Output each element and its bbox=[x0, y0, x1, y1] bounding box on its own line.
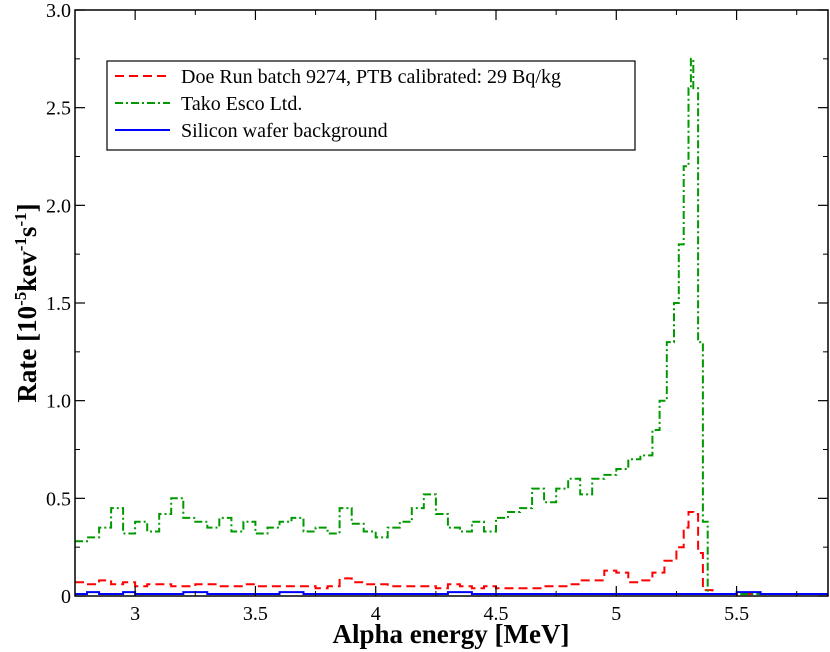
legend-label-doe-run: Doe Run batch 9274, PTB calibrated: 29 B… bbox=[181, 66, 561, 88]
ticks-layer: 3 3.5 4 4.5 5 5.5 0 0.5 1.0 1.5 2.0 2.5 3.0 bbox=[46, 0, 828, 625]
legend-label-tako-esco: Tako Esco Ltd. bbox=[181, 93, 302, 115]
y-title-mid2: s bbox=[12, 227, 42, 238]
y-title-mid1: kev bbox=[12, 251, 42, 292]
x-axis-title: Alpha energy [MeV] bbox=[333, 619, 570, 649]
y-axis-title: Rate [10-5kev-1s-1] bbox=[11, 203, 42, 402]
x-tick-label: 4 bbox=[371, 603, 381, 625]
y-tick-label: 2.0 bbox=[46, 195, 71, 217]
x-tick-label: 4.5 bbox=[484, 603, 509, 625]
x-tick-label: 5 bbox=[611, 603, 621, 625]
legend-box bbox=[106, 60, 636, 151]
x-tick-label: 5.5 bbox=[724, 603, 749, 625]
y-tick-label: 1.5 bbox=[46, 293, 71, 315]
y-tick-label: 0 bbox=[61, 586, 71, 608]
y-title-exp1: -5 bbox=[11, 292, 30, 306]
y-tick-label: 3.0 bbox=[46, 0, 71, 22]
y-title-exp3: -1 bbox=[11, 212, 30, 226]
series-line-2 bbox=[75, 591, 828, 595]
y-title-end: ] bbox=[12, 203, 42, 212]
series-line-0 bbox=[75, 511, 828, 595]
x-tick-label: 3.5 bbox=[243, 603, 268, 625]
y-tick-label: 2.5 bbox=[46, 98, 71, 120]
y-title-base: Rate [10 bbox=[12, 306, 42, 403]
series-line-1 bbox=[75, 57, 828, 595]
legend-label-silicon-wafer: Silicon wafer background bbox=[181, 120, 388, 142]
y-tick-label: 1.0 bbox=[46, 391, 71, 413]
x-tick-label: 3 bbox=[130, 603, 140, 625]
y-tick-label: 0.5 bbox=[46, 488, 71, 510]
y-title-exp2: -1 bbox=[11, 237, 30, 251]
legend: Doe Run batch 9274, PTB calibrated: 29 B… bbox=[106, 60, 636, 151]
